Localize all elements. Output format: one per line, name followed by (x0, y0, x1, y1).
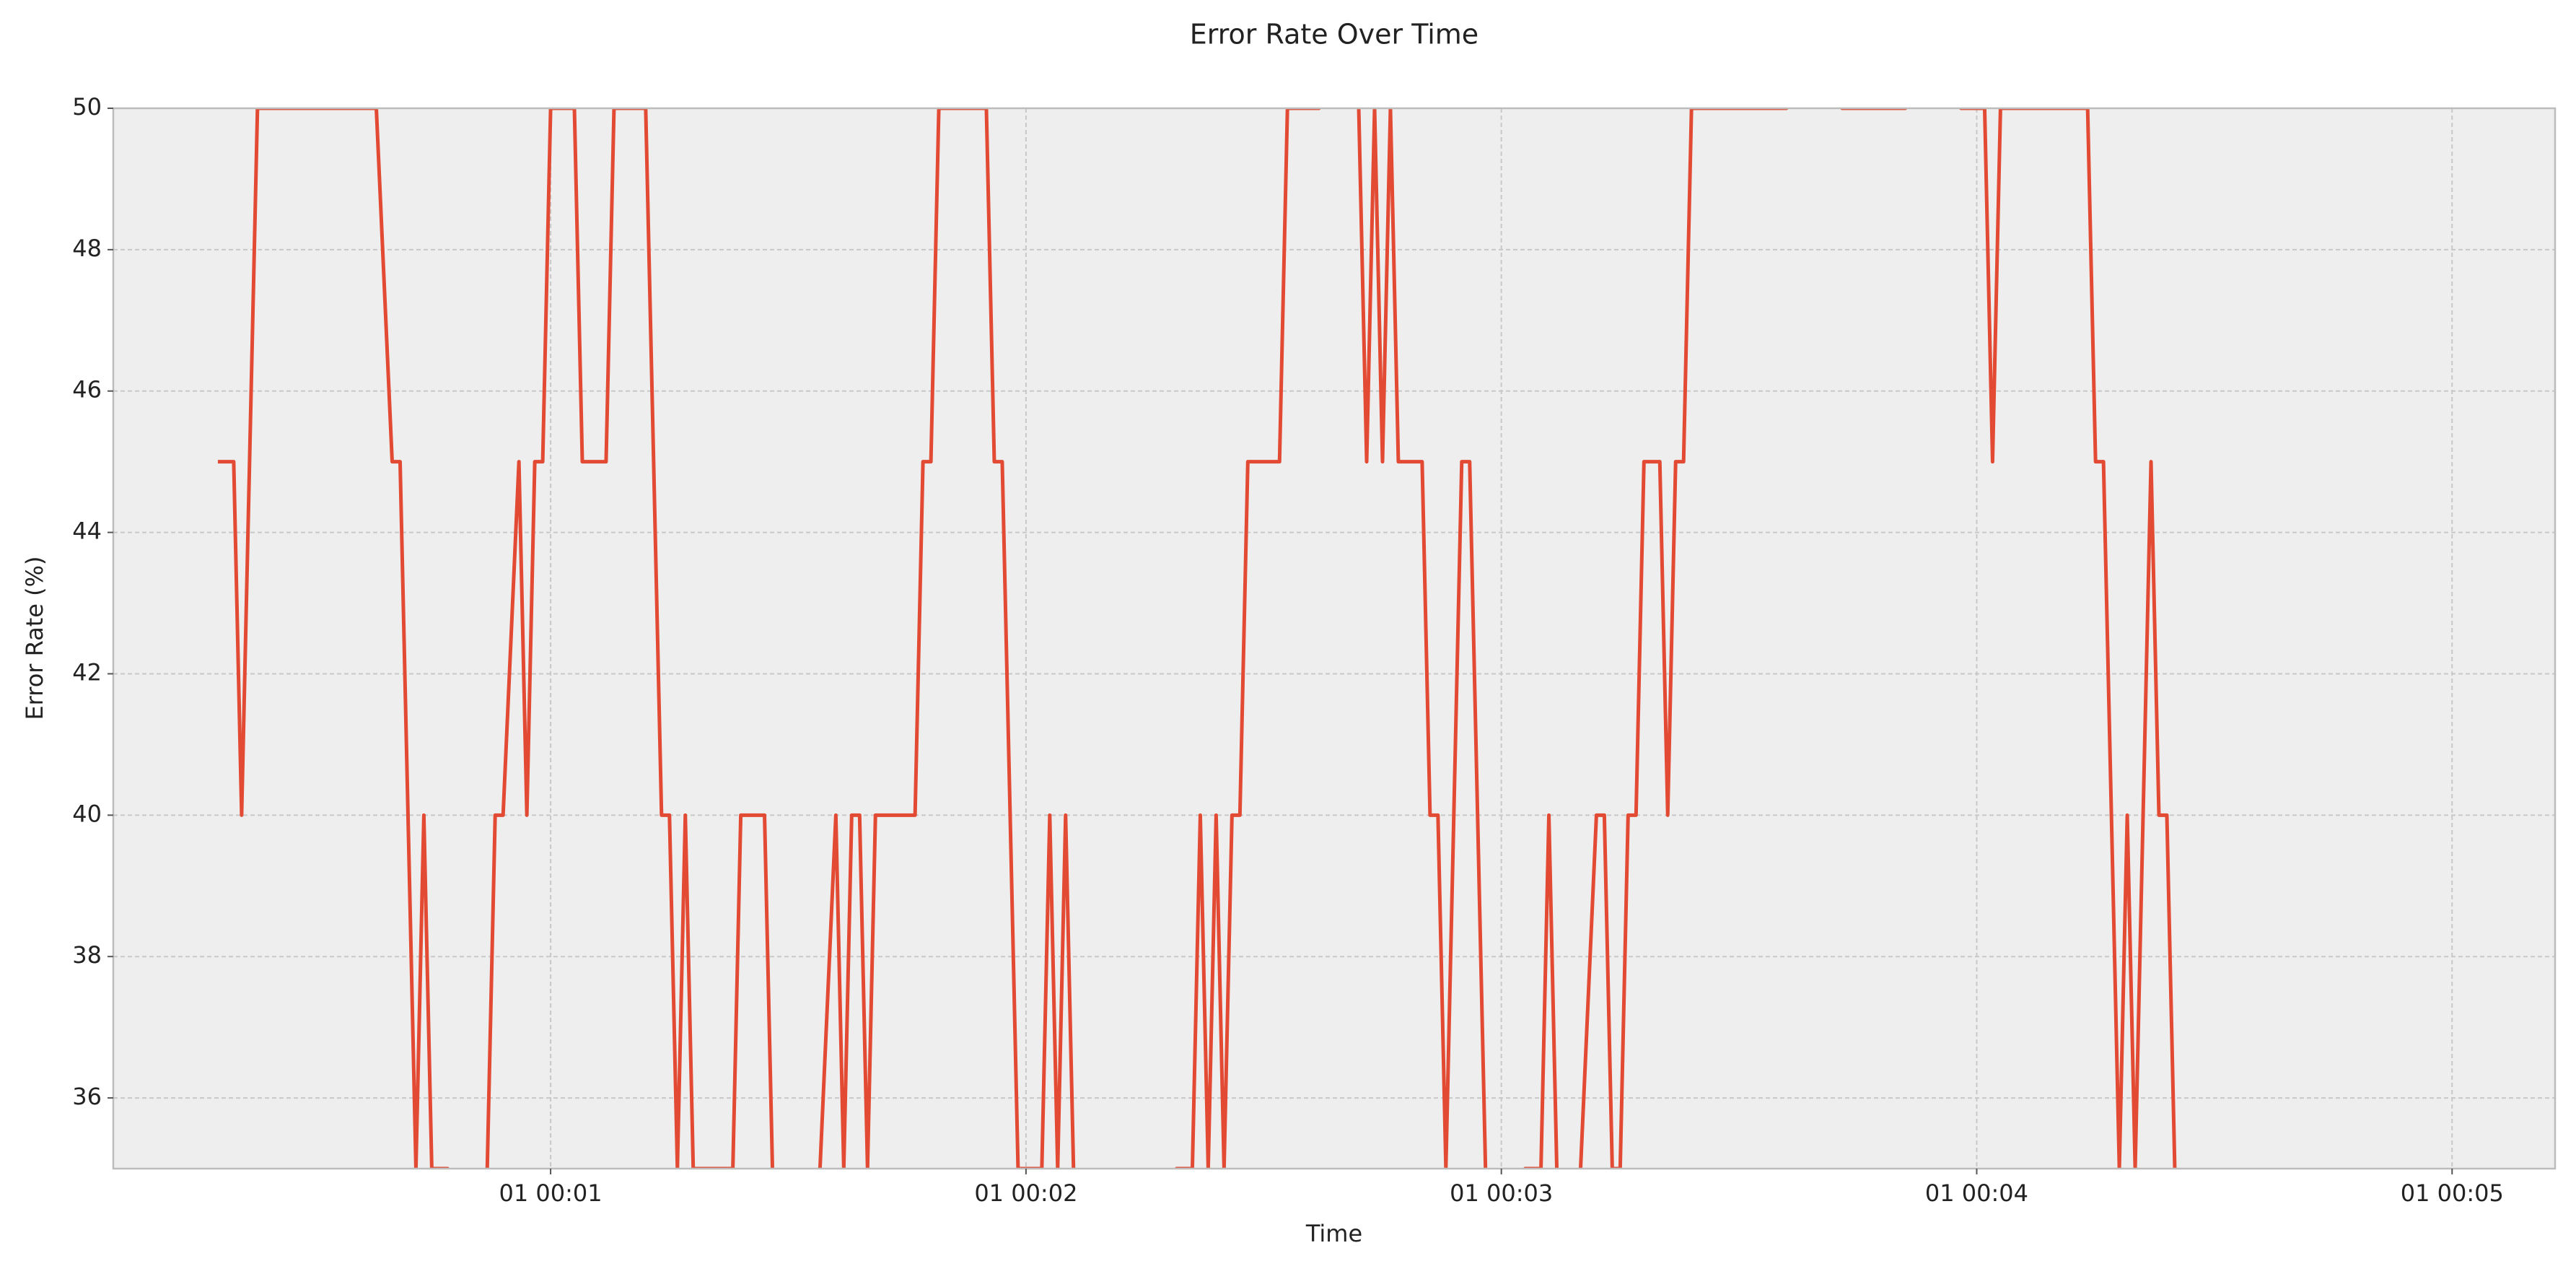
y-tick-label: 48 (72, 235, 102, 262)
x-tick-label: 01 00:01 (499, 1179, 603, 1207)
y-tick-label: 50 (72, 93, 102, 121)
x-tick-label: 01 00:03 (1450, 1179, 1553, 1207)
x-axis-label: Time (1305, 1220, 1362, 1247)
y-tick-label: 46 (72, 376, 102, 403)
plot-background (113, 108, 2555, 1169)
y-tick-label: 42 (72, 658, 102, 686)
y-tick-label: 38 (72, 941, 102, 969)
plot-area (217, 108, 2177, 1169)
grid (113, 108, 2555, 1169)
y-tick-label: 44 (72, 518, 102, 545)
data-line (217, 108, 2177, 1169)
plot-frame (112, 107, 2557, 1170)
y-tick-label: 36 (72, 1083, 102, 1110)
y-tick-label: 40 (72, 800, 102, 827)
y-axis-label: Error Rate (%) (21, 556, 48, 720)
ticks: 36 38 40 42 44 46 48 50 01 00:01 01 00:02 01 00:03… (72, 93, 2504, 1207)
x-tick-label: 01 00:05 (2401, 1179, 2504, 1207)
chart-title: Error Rate Over Time (1190, 19, 1478, 51)
x-tick-label: 01 00:04 (1925, 1179, 2028, 1207)
x-tick-label: 01 00:02 (974, 1179, 1077, 1207)
